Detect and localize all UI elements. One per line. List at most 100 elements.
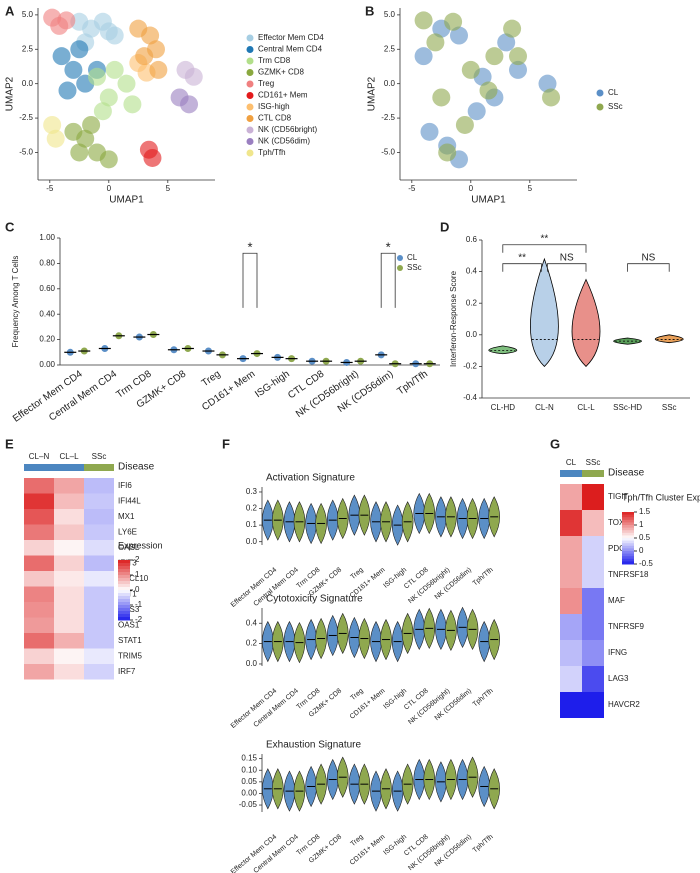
heatmap-cell: [560, 614, 582, 640]
heatmap-cell: [84, 602, 114, 618]
significance-bracket: [547, 263, 587, 272]
heatmap-cell: [54, 571, 84, 587]
umap-point: [46, 129, 65, 148]
legend-swatch: [118, 611, 130, 615]
legend-swatch: [622, 514, 634, 518]
x-tick-label: Tph/Tfh: [395, 369, 430, 398]
legend-swatch: [622, 532, 634, 536]
heatmap-cell: [24, 555, 54, 571]
annotation-bar: [560, 470, 582, 477]
legend-swatch: [622, 556, 634, 560]
y-tick-label: -0.2: [463, 362, 477, 371]
umap-point: [99, 150, 118, 169]
heatmap-cell: [54, 555, 84, 571]
panel-label: G: [550, 436, 560, 451]
legend-marker: [246, 34, 254, 42]
legend-swatch: [622, 535, 634, 539]
violin: [571, 278, 601, 367]
legend-marker: [397, 265, 403, 271]
row-label: LY6E: [118, 527, 137, 536]
heatmap-cell: [54, 540, 84, 556]
legend-label: CTL CD8: [258, 114, 292, 123]
heatmap-cell: [560, 666, 582, 692]
heatmap-cell: [582, 666, 604, 692]
row-label: OASL: [118, 543, 140, 552]
heatmap-cell: [84, 555, 114, 571]
legend-label: Central Mem CD4: [258, 45, 323, 54]
heatmap-cell: [24, 571, 54, 587]
x-tick-label: Tph/Tfh: [472, 834, 495, 855]
column-label: CL: [566, 458, 577, 467]
heatmap-cell: [54, 524, 84, 540]
column-label: CL–L: [59, 452, 79, 461]
umap-point: [123, 95, 142, 114]
row-label: OAS1: [118, 620, 140, 629]
legend-swatch: [622, 519, 634, 523]
y-tick-label: -2.5: [19, 113, 33, 122]
x-tick-label: Treg: [350, 567, 365, 582]
legend-swatch: [622, 551, 634, 555]
umap-point: [117, 74, 136, 93]
umap-point: [180, 95, 199, 114]
umap-point: [70, 40, 89, 59]
annotation-label: Disease: [608, 468, 645, 479]
legend-marker: [246, 80, 254, 88]
heatmap-cell: [24, 664, 54, 680]
column-label: SSc: [586, 458, 601, 467]
legend-label: Effector Mem CD4: [258, 33, 324, 42]
heatmap-cell: [84, 509, 114, 525]
legend-swatch: [118, 608, 130, 612]
legend-swatch: [622, 517, 634, 521]
legend-swatch: [622, 530, 634, 534]
panel-label: C: [5, 219, 15, 234]
annotation-bar: [582, 470, 604, 477]
x-tick-label: ISG-high: [253, 369, 292, 401]
legend-swatch: [118, 605, 130, 609]
legend-swatch: [118, 563, 130, 567]
row-label: HAVCR2: [608, 700, 640, 709]
legend-swatch: [118, 587, 130, 591]
heatmap-cell: [560, 588, 582, 614]
significance-label: *: [386, 240, 391, 255]
annotation-bar: [54, 464, 84, 471]
heatmap-cell: [54, 478, 84, 494]
umap-point: [70, 143, 89, 162]
y-tick-label: 0.1: [246, 520, 258, 529]
y-tick-label: 0.3: [246, 487, 258, 496]
heatmap-cell: [54, 493, 84, 509]
y-tick-label: 0.4: [246, 618, 258, 627]
heatmap-cell: [84, 648, 114, 664]
x-tick-label: CL-L: [577, 403, 595, 412]
violin: [488, 345, 518, 355]
panel-label: F: [222, 436, 230, 451]
y-tick-label: 0.0: [246, 659, 258, 668]
heatmap-cell: [84, 524, 114, 540]
legend-title: Tph/Tfh Cluster Expression: [622, 492, 700, 502]
legend-marker: [246, 149, 254, 157]
umap-point: [52, 47, 71, 66]
legend-swatch: [622, 522, 634, 526]
panel-title: Activation Signature: [266, 473, 355, 484]
legend-marker: [246, 138, 254, 145]
legend-marker: [596, 89, 604, 97]
y-tick-label: 5.0: [384, 10, 396, 19]
umap-point: [503, 19, 522, 38]
heatmap-cell: [582, 484, 604, 510]
significance-label: *: [247, 240, 252, 255]
legend-swatch: [622, 525, 634, 529]
x-tick-label: Treg: [200, 369, 223, 390]
panel-label: B: [365, 3, 374, 18]
umap-point: [414, 11, 433, 30]
legend-marker: [596, 103, 604, 111]
heatmap-cell: [54, 648, 84, 664]
panel-title: Cytotoxicity Signature: [266, 594, 363, 605]
umap-point: [542, 88, 561, 107]
y-tick-label: -5.0: [19, 148, 33, 157]
umap-point: [497, 33, 516, 52]
umap-point: [105, 60, 124, 79]
heatmap-cell: [54, 617, 84, 633]
y-tick-label: 2.5: [22, 44, 34, 53]
heatmap-cell: [84, 478, 114, 494]
heatmap-cell: [560, 692, 582, 718]
significance-label: NS: [641, 252, 655, 263]
